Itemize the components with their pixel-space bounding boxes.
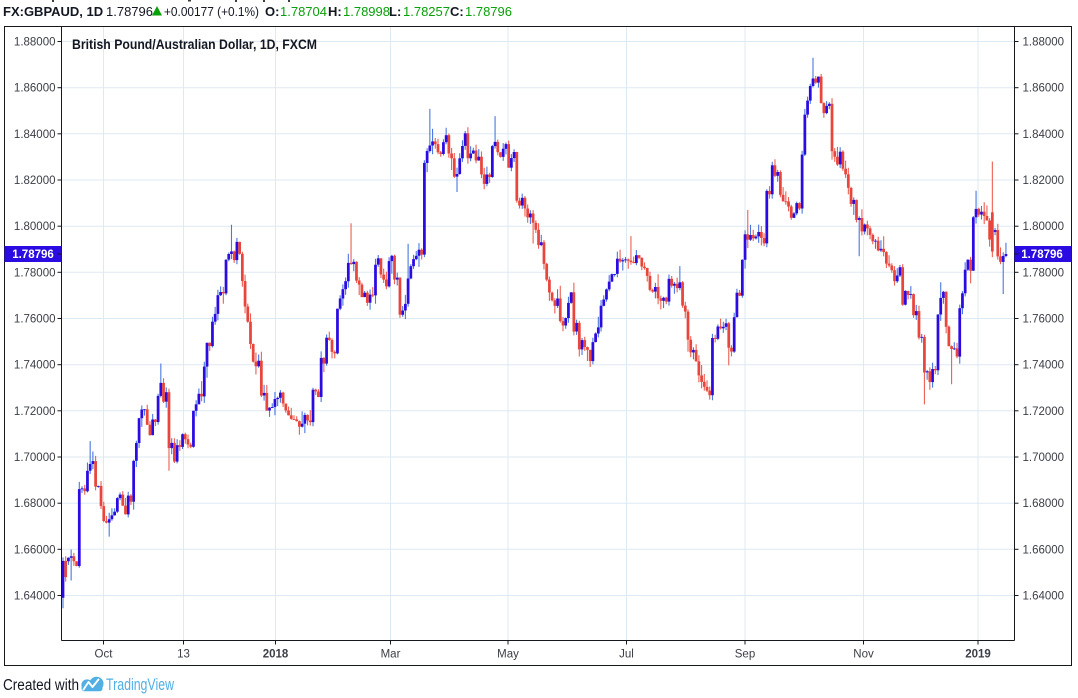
svg-text:1.76000: 1.76000: [1023, 314, 1065, 326]
svg-text:+0.00177 (+0.1%): +0.00177 (+0.1%): [164, 4, 259, 19]
svg-text:13: 13: [177, 649, 190, 661]
svg-text:1.78796: 1.78796: [465, 4, 512, 19]
svg-text:Created with: Created with: [3, 677, 79, 694]
svg-text:1.82000: 1.82000: [1023, 175, 1065, 187]
svg-text:1.70000: 1.70000: [1023, 452, 1065, 464]
svg-text:1.68000: 1.68000: [1023, 498, 1065, 510]
svg-text:British Pound/Australian Dolla: British Pound/Australian Dollar, 1D, FXC…: [72, 37, 317, 52]
svg-text:1.80000: 1.80000: [1023, 221, 1065, 233]
svg-text:1.76000: 1.76000: [14, 314, 56, 326]
svg-text:1.84000: 1.84000: [1023, 129, 1065, 141]
svg-text:1.80000: 1.80000: [14, 221, 56, 233]
svg-text:FX:GBPAUD, 1D: FX:GBPAUD, 1D: [3, 4, 103, 19]
svg-text:1.74000: 1.74000: [1023, 360, 1065, 372]
svg-text:1.74000: 1.74000: [14, 360, 56, 372]
svg-text:TradingView: TradingView: [106, 676, 174, 694]
svg-text:C:: C:: [450, 4, 464, 19]
svg-text:L:: L:: [389, 4, 401, 19]
svg-text:May: May: [497, 649, 519, 661]
svg-text:1.72000: 1.72000: [1023, 406, 1065, 418]
svg-text:1.86000: 1.86000: [14, 83, 56, 95]
svg-text:1.66000: 1.66000: [1023, 544, 1065, 556]
svg-text:1.88000: 1.88000: [14, 37, 56, 49]
svg-text:Nov: Nov: [853, 649, 874, 661]
svg-text:1.86000: 1.86000: [1023, 83, 1065, 95]
svg-text:1.72000: 1.72000: [14, 406, 56, 418]
svg-text:1.78257: 1.78257: [403, 4, 450, 19]
svg-text:Sep: Sep: [735, 649, 755, 661]
svg-text:1.78000: 1.78000: [14, 267, 56, 279]
svg-text:1.70000: 1.70000: [14, 452, 56, 464]
svg-text:1.78796: 1.78796: [1021, 249, 1063, 261]
svg-text:Oct: Oct: [95, 649, 114, 661]
svg-text:1.88000: 1.88000: [1023, 37, 1065, 49]
svg-text:1.78796: 1.78796: [106, 4, 153, 19]
svg-text:1.84000: 1.84000: [14, 129, 56, 141]
svg-text:1.82000: 1.82000: [14, 175, 56, 187]
svg-text:1.78704: 1.78704: [280, 4, 327, 19]
svg-text:1.64000: 1.64000: [14, 591, 56, 603]
svg-text:2019: 2019: [965, 649, 991, 661]
svg-text:1.68000: 1.68000: [14, 498, 56, 510]
svg-text:1.64000: 1.64000: [1023, 591, 1065, 603]
svg-text:Mar: Mar: [381, 649, 401, 661]
svg-text:O:: O:: [265, 4, 279, 19]
svg-text:2018: 2018: [263, 649, 289, 661]
svg-text:H:: H:: [328, 4, 342, 19]
svg-text:Jul: Jul: [619, 649, 634, 661]
svg-text:1.78796: 1.78796: [12, 249, 54, 261]
svg-text:1.78000: 1.78000: [1023, 267, 1065, 279]
svg-text:1.78998: 1.78998: [343, 4, 390, 19]
svg-text:1.66000: 1.66000: [14, 544, 56, 556]
